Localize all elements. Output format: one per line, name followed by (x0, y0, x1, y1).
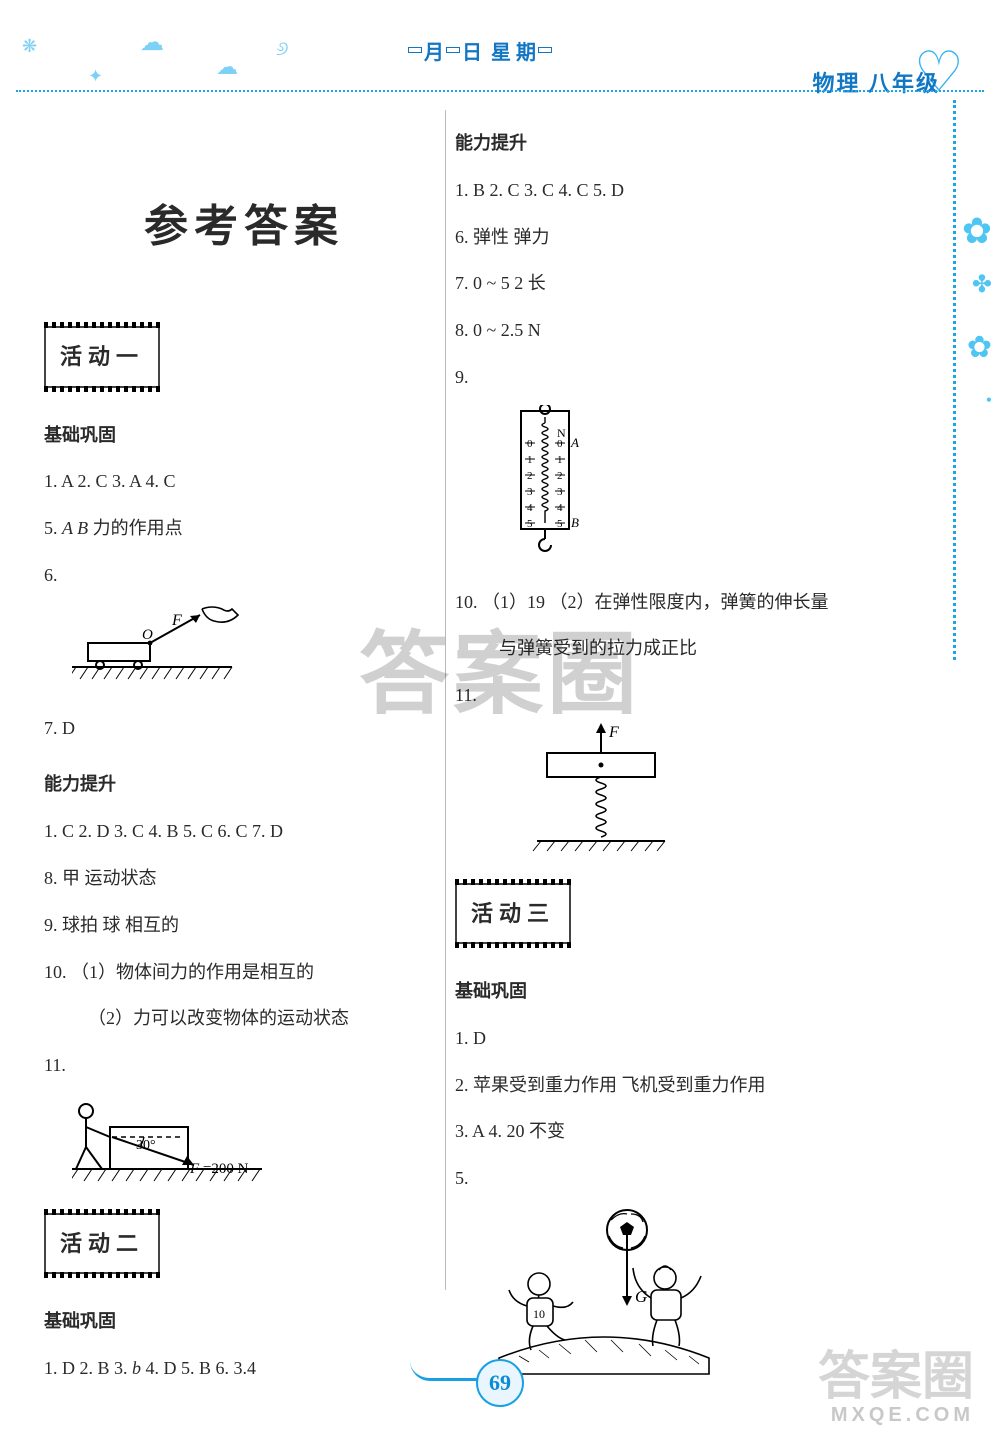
doodle-icon: ✦ (88, 66, 103, 87)
weekday-label: 星 期 (491, 36, 536, 65)
q-label: 11. (44, 1055, 66, 1075)
svg-text:5: 5 (557, 518, 563, 530)
text: 4. D 5. B 6. 3.4 (141, 1358, 256, 1378)
answer-line: （2）力可以改变物体的运动状态 (44, 995, 444, 1042)
right-column: 能力提升 1. B 2. C 3. C 4. C 5. D 6. 弹性 弹力 7… (455, 110, 855, 1400)
label-A: A (570, 435, 579, 450)
date-field: 月 日 星 期 (330, 30, 630, 70)
svg-text:2: 2 (557, 470, 563, 482)
figure-cart-pull: F O (72, 603, 444, 699)
answer-line: 7. 0 ~ 5 2 长 (455, 260, 855, 307)
answer-line: 7. D (44, 705, 444, 752)
svg-text:0: 0 (527, 438, 533, 450)
answer-line: 3. A 4. 20 不变 (455, 1108, 855, 1155)
answer-q6: 6. (44, 552, 444, 699)
answer-line: 8. 0 ~ 2.5 N (455, 307, 855, 354)
q-label: 5. (455, 1168, 469, 1188)
activity-1-badge: 活动一 (44, 326, 160, 387)
label-angle: 30° (136, 1138, 156, 1153)
answer-line: 2. 苹果受到重力作用 飞机受到重力作用 (455, 1062, 855, 1109)
answer-line: 1. B 2. C 3. C 4. C 5. D (455, 167, 855, 214)
page-number: 69 (476, 1359, 524, 1407)
answer-line: 6. 弹性 弹力 (455, 214, 855, 261)
flower-icon: ✤ (972, 270, 992, 299)
answer-q11-right: 11. F (455, 672, 855, 871)
text: b (132, 1358, 141, 1378)
flower-icon: ✿ (967, 330, 992, 365)
svg-text:3: 3 (557, 486, 563, 498)
label-force: F =200 N (189, 1161, 249, 1177)
answer-line: 1. D 2. B 3. b 4. D 5. B 6. 3.4 (44, 1345, 444, 1392)
cloud-icon: ☁ (216, 54, 238, 80)
svg-text:2: 2 (527, 470, 533, 482)
answer-line: 1. C 2. D 3. C 4. B 5. C 6. C 7. D (44, 808, 444, 855)
figure-push-box: 30° F =200 N (72, 1093, 444, 1201)
answer-q5: 5. G (455, 1155, 855, 1394)
label-B: B (571, 515, 579, 530)
answer-line: 10. （1）19 （2）在弹性限度内，弹簧的伸长量 (455, 579, 855, 626)
answer-line: 与弹簧受到的拉力成正比 (455, 625, 855, 672)
day-label: 日 (462, 36, 482, 65)
hex-slot (446, 47, 460, 53)
text: A B (62, 518, 88, 538)
svg-text:3: 3 (527, 486, 533, 498)
answer-line: 1. D (455, 1015, 855, 1062)
label-F: F (608, 724, 619, 741)
svg-text:5: 5 (527, 518, 533, 530)
answer-line: 1. A 2. C 3. A 4. C (44, 458, 444, 505)
q-label: 6. (44, 565, 58, 585)
figure-spring-block: F (531, 723, 855, 871)
section-heading: 能力提升 (455, 120, 855, 167)
answer-q9: 9. N 012345 012345 (455, 354, 855, 573)
svg-text:4: 4 (557, 502, 563, 514)
q-label: 11. (455, 685, 477, 705)
svg-text:0: 0 (557, 438, 563, 450)
right-dotted-line (953, 100, 956, 660)
doodle-icon: ❋ (22, 36, 37, 57)
bird-icon: ୬ (276, 38, 289, 61)
section-heading: 基础巩固 (44, 412, 444, 459)
answer-line: 5. A B 力的作用点 (44, 505, 444, 552)
svg-text:1: 1 (557, 454, 563, 466)
activity-3-badge: 活动三 (455, 883, 571, 944)
answer-line: 9. 球拍 球 相互的 (44, 902, 444, 949)
page-header: ❋ ✦ ☁ ☁ ୬ 月 日 星 期 ♡ 物理 八年级 (0, 20, 1000, 90)
section-heading: 能力提升 (44, 761, 444, 808)
header-divider (16, 90, 984, 92)
column-divider (445, 110, 446, 1290)
answer-line: 10. （1）物体间力的作用是相互的 (44, 949, 444, 996)
dot-icon: • (986, 390, 992, 411)
hex-slot (538, 47, 552, 53)
hex-slot (408, 47, 422, 53)
text: 5. (44, 518, 62, 538)
text: 力的作用点 (88, 518, 183, 538)
figure-spring-scale: N 012345 012345 A B (501, 405, 855, 573)
grade-label: 物理 八年级 (812, 66, 940, 98)
activity-2-badge: 活动二 (44, 1213, 160, 1274)
answer-line: 8. 甲 运动状态 (44, 855, 444, 902)
cloud-icon: ☁ (140, 28, 164, 57)
text: 1. D 2. B 3. (44, 1358, 132, 1378)
page-title: 参考答案 (44, 170, 444, 284)
watermark-bottom-url: MXQE.COM (831, 1404, 974, 1427)
month-label: 月 (424, 36, 444, 65)
label-O: O (142, 627, 153, 643)
section-heading: 基础巩固 (44, 1298, 444, 1345)
q-label: 9. (455, 367, 469, 387)
label-F: F (171, 612, 182, 629)
svg-text:1: 1 (527, 454, 533, 466)
figure-soccer-gravity: G 10 (489, 1206, 855, 1394)
jersey-number: 10 (533, 1307, 545, 1321)
flower-icon: ✿ (962, 210, 992, 252)
answer-q11: 11. 30° F =200 N (44, 1042, 444, 1201)
section-heading: 基础巩固 (455, 968, 855, 1015)
left-column: 参考答案 活动一 基础巩固 1. A 2. C 3. A 4. C 5. A B… (44, 170, 444, 1392)
svg-text:4: 4 (527, 502, 533, 514)
